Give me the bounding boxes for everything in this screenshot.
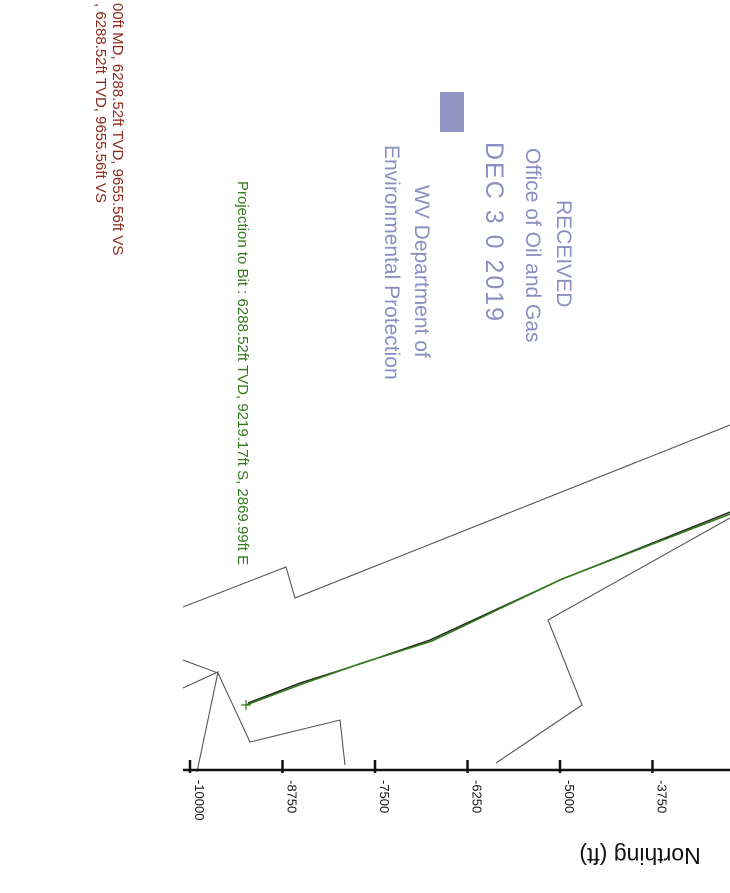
axis-tick-label: -5000 <box>562 780 577 813</box>
axis-tick-label: -7500 <box>377 780 392 813</box>
axis-tick-label: -3750 <box>655 780 670 813</box>
survey-label-line1: 00ft MD, 6288.52ft TVD, 9655.56ft VS <box>109 3 126 255</box>
lease-line-upper <box>182 424 730 608</box>
axis-label-northing: Northing (ft) <box>579 843 700 869</box>
stamp-date: DEC 3 0 2019 <box>480 142 508 323</box>
wellbore-actual-path <box>247 511 730 704</box>
axis-tick-label: -10000 <box>192 780 207 820</box>
lease-line-corner <box>182 671 219 773</box>
wellbore-path <box>241 511 730 710</box>
axis-tick-label: -6250 <box>470 780 485 813</box>
northing-axis: -10000 -8750 -7500 -6250 -5000 -3750 <box>183 760 730 820</box>
stamp-department: WV Department of <box>410 185 433 358</box>
received-stamp: RECEIVED Office of Oil and Gas DEC 3 0 2… <box>380 92 575 380</box>
stamp-environmental: Environmental Protection <box>380 145 403 380</box>
wellbore-projection-path <box>245 513 730 706</box>
lease-boundary-lines <box>182 424 730 773</box>
lease-line-lower <box>495 517 730 764</box>
stamp-ink-blot <box>440 92 464 132</box>
stamp-received: RECEIVED <box>552 200 575 307</box>
projection-to-bit-label: Projection to Bit : 6288.52ft TVD, 9219.… <box>234 181 251 565</box>
axis-tick-label: -8750 <box>285 780 300 813</box>
survey-label-line2: , 6288.52ft TVD, 9655.56ft VS <box>92 3 109 203</box>
lease-line-left <box>182 659 346 766</box>
stamp-office: Office of Oil and Gas <box>521 148 544 343</box>
